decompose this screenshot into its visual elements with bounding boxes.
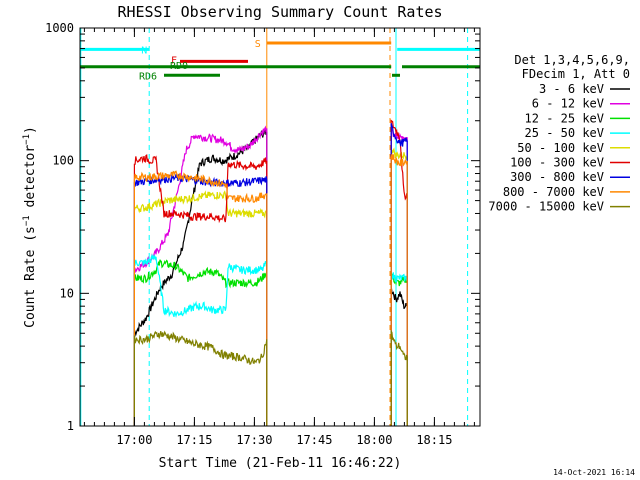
legend-label-1: 6 - 12 keV: [532, 97, 604, 111]
y-axis-label: Count Rate (s−1 detector−1): [22, 126, 38, 328]
y-tick-label-1: 10: [60, 286, 74, 300]
series-line-5-seg-1: [390, 119, 408, 426]
flag-label-f: F: [171, 55, 177, 66]
series-line-4-seg-0: [133, 190, 268, 426]
series-line-6-seg-0: [133, 173, 268, 426]
plot-frame: [79, 27, 481, 427]
y-tick-label-3: 1000: [45, 21, 74, 35]
flag-label-rd0: RD0: [170, 61, 188, 72]
legend-label-3: 25 - 50 keV: [525, 126, 604, 140]
flag-label-s: S: [255, 39, 261, 50]
flag-label-n: N: [141, 45, 147, 56]
legend: Det 1,3,4,5,6,9, FDecim 1, Att 0 3 - 6 k…: [488, 53, 630, 214]
series-line-5-seg-0: [133, 154, 268, 426]
series-line-3-seg-0: [133, 253, 268, 426]
x-tick-label-0: 17:00: [116, 433, 152, 447]
series-line-8-seg-0: [133, 330, 268, 426]
legend-label-8: 7000 - 15000 keV: [488, 200, 604, 214]
legend-label-6: 300 - 800 keV: [510, 170, 604, 184]
x-tick-label-3: 17:45: [296, 433, 332, 447]
x-tick-label-5: 18:15: [416, 433, 452, 447]
series-line-6-seg-1: [390, 123, 408, 426]
legend-label-4: 50 - 100 keV: [517, 141, 604, 155]
series-line-4-seg-1: [390, 147, 408, 426]
legend-header-line-1: Det 1,3,4,5,6,9,: [514, 53, 630, 67]
y-tick-label-2: 100: [52, 154, 74, 168]
series-line-1-seg-0: [133, 125, 268, 426]
series-line-8-seg-1: [390, 329, 408, 426]
series-line-7-seg-0: [133, 170, 268, 426]
chart-title: RHESSI Observing Summary Count Rates: [117, 3, 442, 21]
y-tick-label-0: 1: [67, 419, 74, 433]
series-line-7-seg-1: [390, 154, 408, 426]
legend-label-7: 800 - 7000 keV: [503, 185, 604, 199]
series-line-3-seg-1: [390, 271, 408, 426]
series-line-2-seg-0: [133, 259, 268, 426]
legend-header-line-2: FDecim 1, Att 0: [522, 67, 630, 81]
x-tick-label-4: 18:00: [356, 433, 392, 447]
legend-label-2: 12 - 25 keV: [525, 111, 604, 125]
x-tick-label-2: 17:30: [236, 433, 272, 447]
footer-timestamp: 14-Oct-2021 16:14: [553, 468, 635, 477]
x-axis-label: Start Time (21-Feb-11 16:46:22): [159, 456, 402, 471]
x-tick-label-1: 17:15: [176, 433, 212, 447]
legend-label-0: 3 - 6 keV: [539, 82, 604, 96]
legend-label-5: 100 - 300 keV: [510, 156, 604, 170]
flag-label-rd6: RD6: [139, 71, 157, 82]
series-line-0-seg-1: [390, 286, 408, 426]
